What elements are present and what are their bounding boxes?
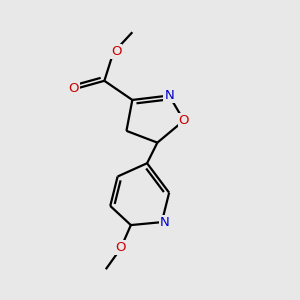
Text: O: O (115, 241, 126, 254)
Text: N: N (164, 89, 174, 102)
Text: O: O (111, 45, 122, 58)
Text: N: N (160, 216, 169, 229)
Text: O: O (68, 82, 79, 95)
Text: O: O (178, 114, 189, 127)
